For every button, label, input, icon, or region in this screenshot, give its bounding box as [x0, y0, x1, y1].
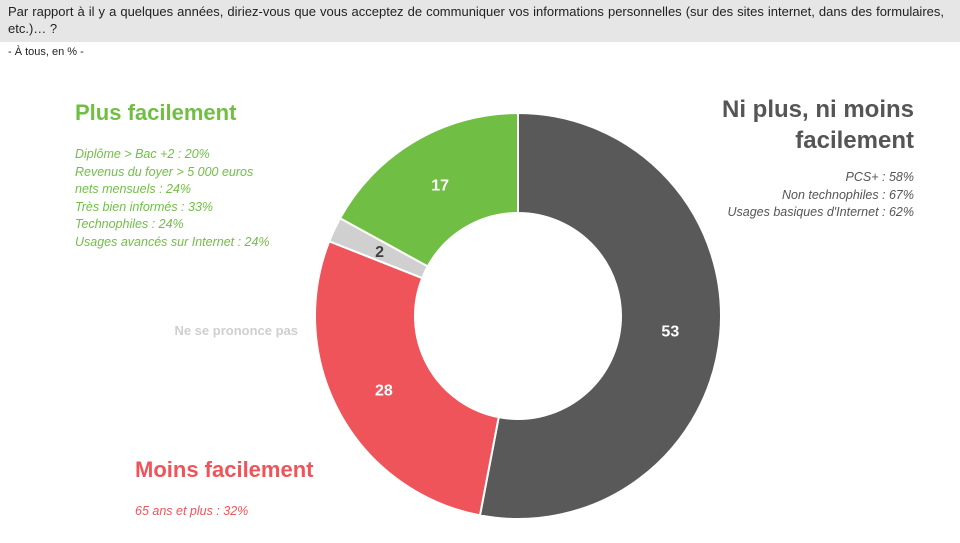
details-moins-facilement: 65 ans et plus : 32% [135, 503, 248, 521]
slice-plus-facilement [338, 111, 519, 268]
label-ne-se-prononce-pas: Ne se prononce pas [174, 323, 298, 338]
detail-line: PCS+ : 58% [845, 170, 914, 184]
detail-line: Non technophiles : 67% [781, 187, 914, 202]
detail-line: Technophiles : 24% [75, 217, 184, 231]
detail-line: Usages avancés sur Internet : 24% [75, 234, 270, 249]
detail-line: nets mensuels : 24% [75, 182, 192, 196]
detail-line: Revenus du foyer > 5 000 euros [75, 164, 254, 179]
detail-line: 65 ans et plus : 32% [135, 504, 249, 518]
title-plus-facilement: Plus facilement [75, 100, 237, 125]
question-text: Par rapport à il y a quelques années, di… [8, 4, 944, 36]
title-line: facilement [795, 127, 914, 154]
detail-line: Très bien informés : 33% [75, 199, 214, 214]
slice-moins-facilement [314, 239, 500, 517]
slice-value-label: 17 [431, 177, 449, 194]
detail-line: Usages basiques d'Internet : 62% [727, 205, 914, 219]
title-moins-facilement: Moins facilement [135, 457, 314, 482]
question-banner: Par rapport à il y a quelques années, di… [0, 0, 960, 42]
base-note: - À tous, en % - [8, 46, 84, 58]
slice-value-label: 28 [375, 383, 393, 400]
slice-value-label: 2 [375, 244, 384, 261]
slice-ni-plus-ni-moins [478, 111, 722, 520]
details-plus-facilement: Diplôme > Bac +2 : 20% Revenus du foyer … [75, 146, 270, 251]
slice-value-label: 53 [661, 323, 679, 340]
detail-line: Diplôme > Bac +2 : 20% [75, 147, 210, 161]
title-line: Ni plus, ni moins [721, 96, 914, 123]
title-ni-plus-ni-moins: Ni plus, ni moins facilement [654, 94, 914, 156]
details-ni-plus-ni-moins: PCS+ : 58% Non technophiles : 67% Usages… [714, 169, 914, 222]
